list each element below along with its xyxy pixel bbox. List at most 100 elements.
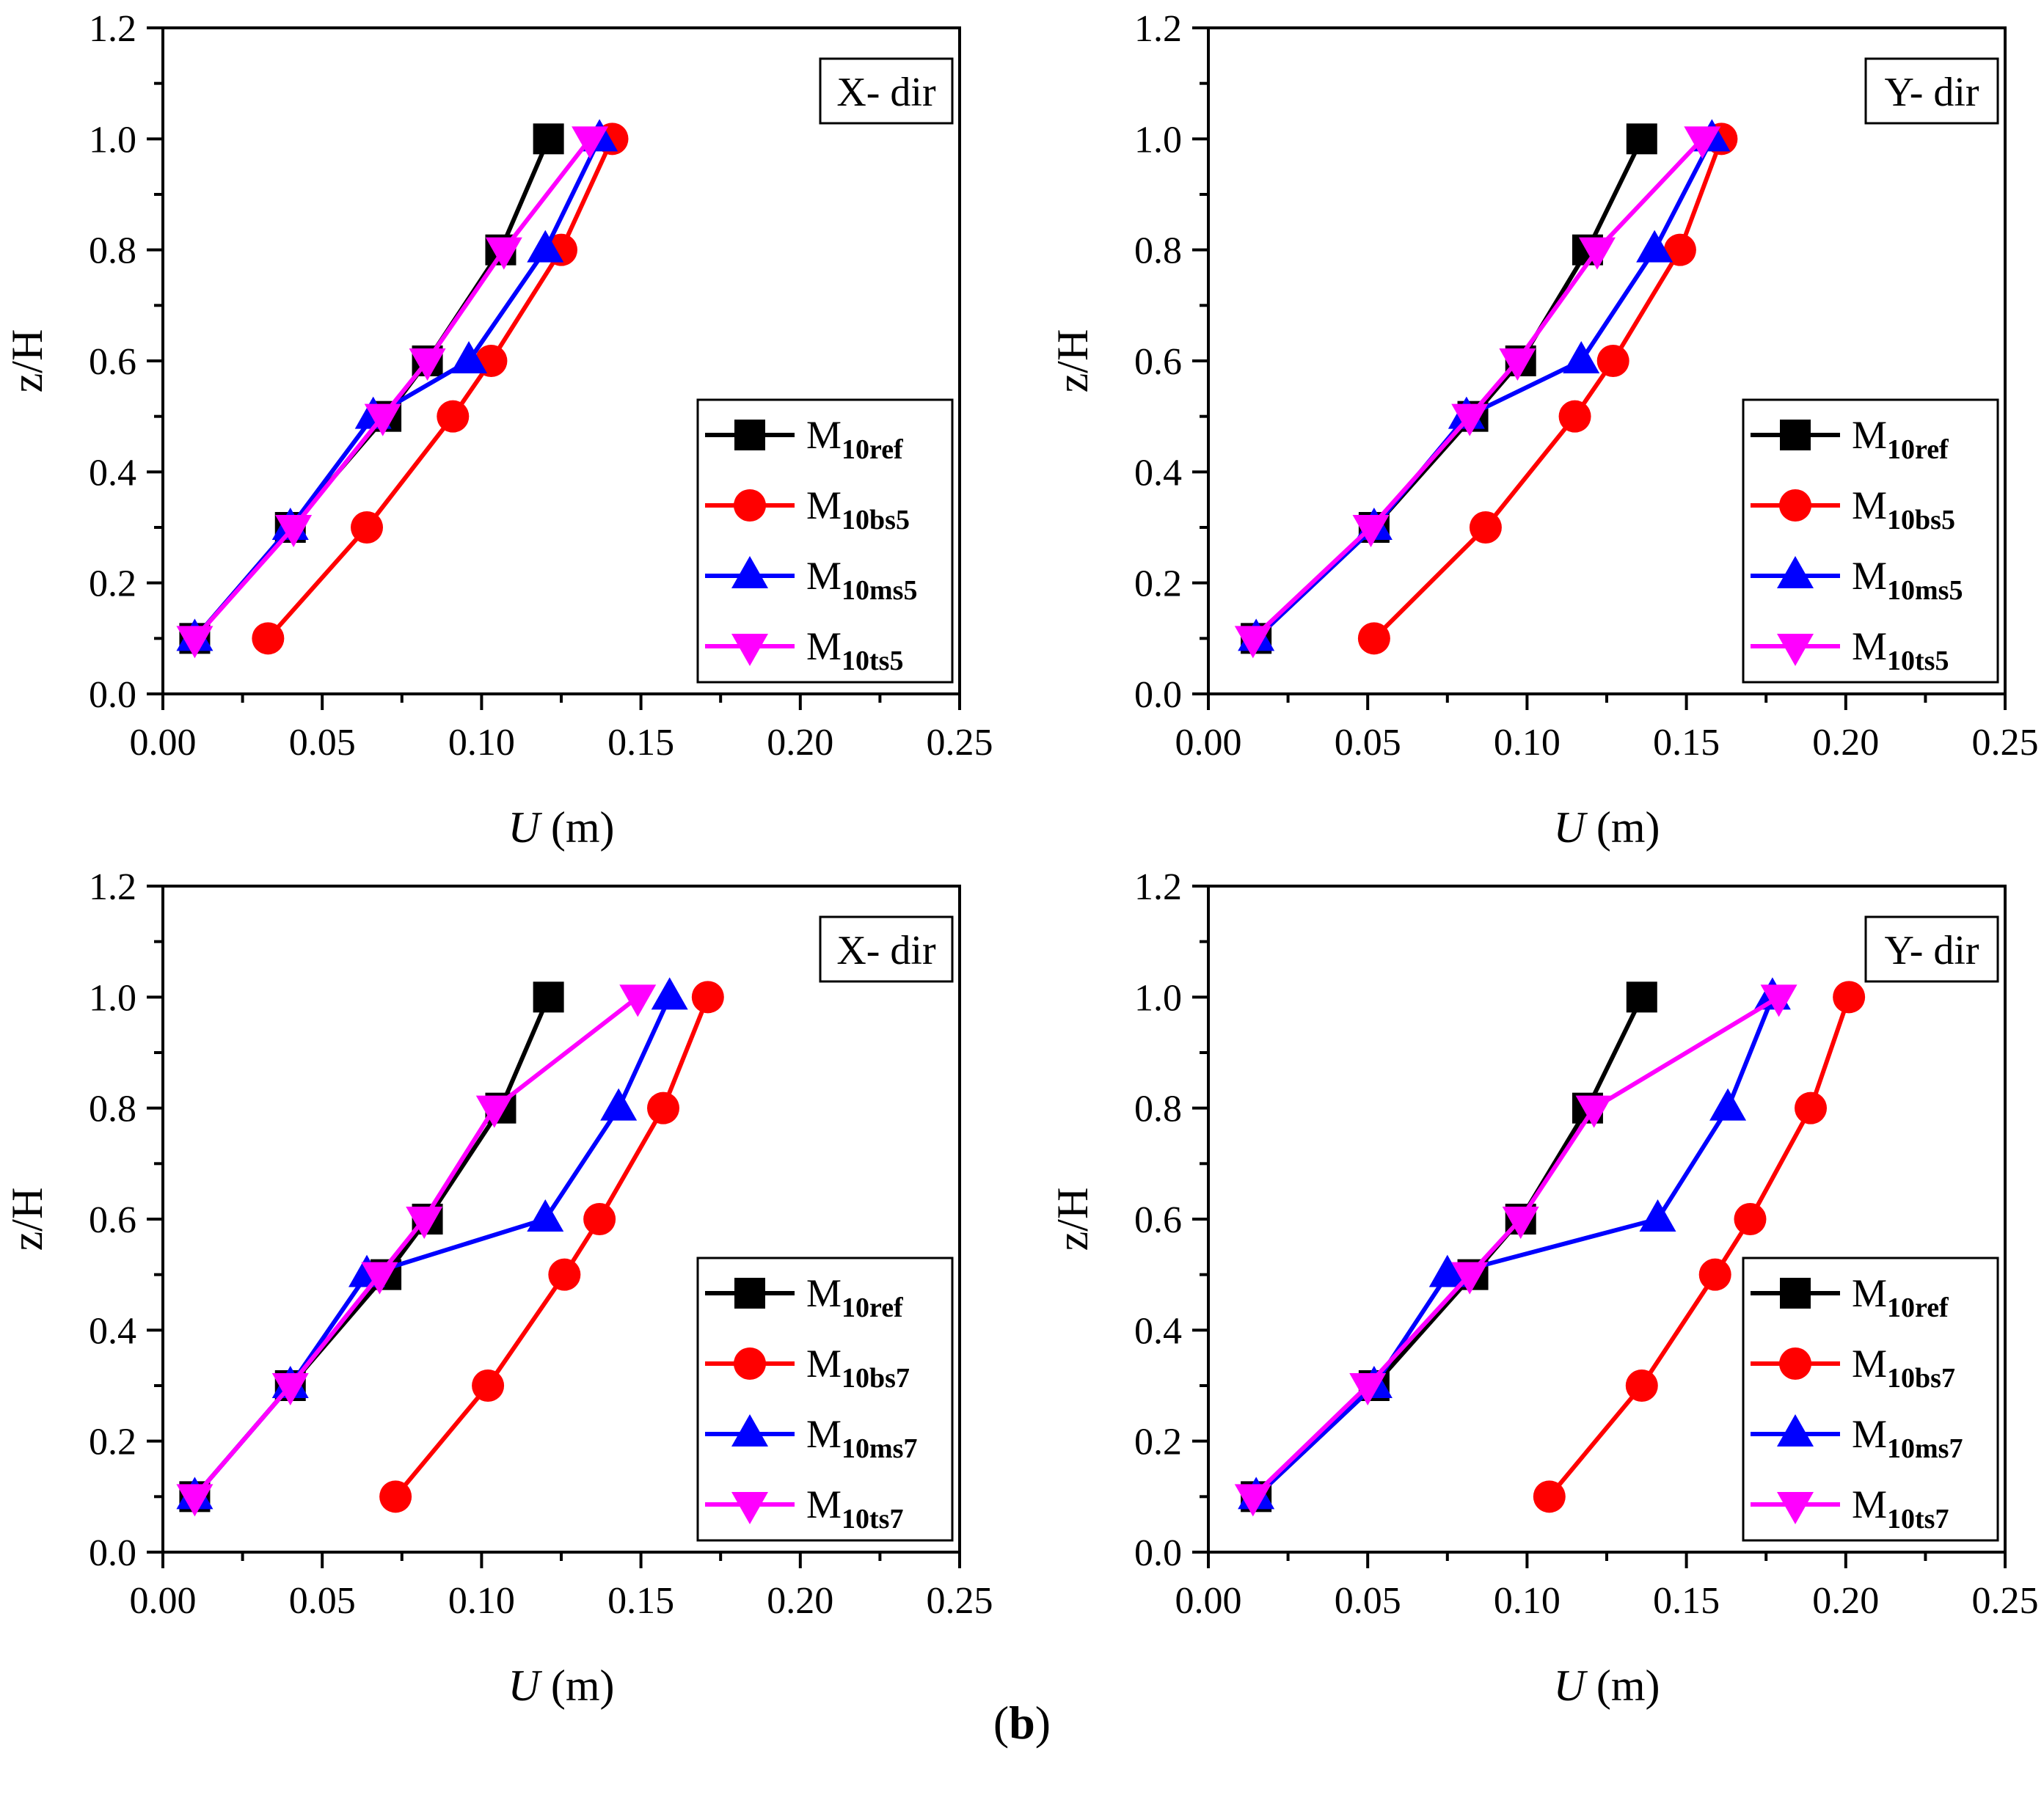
data-point-10ts7 (1451, 1262, 1489, 1295)
series-10bs7 (379, 981, 724, 1513)
data-point-10ms7 (1709, 1088, 1747, 1121)
series-line-10ref (193, 138, 551, 640)
series-line-10ref (193, 996, 551, 1499)
legend-label-base: M (806, 483, 842, 527)
data-point-10bs5 (1663, 233, 1696, 266)
legend-label-10ts5: M10ts5 (1852, 624, 1949, 676)
direction-label: Y- dir (1884, 928, 1979, 973)
series-10bs5 (252, 122, 629, 655)
data-point-10ts7 (1760, 984, 1797, 1017)
data-point-10ts7 (619, 984, 657, 1017)
legend-label-subscript: 10ms5 (1887, 575, 1963, 606)
data-point-10ms5 (527, 230, 564, 263)
legend-label-subscript: 10ts7 (1887, 1504, 1949, 1535)
data-point-10ts7 (1575, 1095, 1613, 1128)
direction-label: X- dir (836, 928, 936, 973)
data-point-10ts5 (572, 126, 609, 159)
legend-label-subscript: 10bs7 (842, 1363, 910, 1394)
x-tick-label: 0.20 (1812, 722, 1879, 764)
data-point-10ts7 (1502, 1207, 1539, 1239)
x-axis-variable: U (1554, 803, 1588, 852)
series-line-10ms5 (193, 137, 602, 640)
data-point-10ts7 (406, 1207, 443, 1239)
legend-label-10ts7: M10ts7 (806, 1482, 903, 1535)
legend-label-base: M (806, 1271, 842, 1315)
data-point-10ts7 (271, 1373, 309, 1405)
series-10ts5 (176, 126, 609, 659)
data-point-10bs5 (1558, 400, 1591, 433)
series-10ref (1241, 981, 1657, 1513)
x-tick-label: 0.25 (1972, 722, 2039, 764)
data-point-10ts5 (176, 626, 213, 659)
legend-marker-10bs7 (734, 1347, 766, 1380)
data-point-10ts5 (364, 403, 401, 436)
y-tick-label: 0.8 (89, 1089, 136, 1130)
data-point-10bs5 (351, 511, 384, 544)
data-point-10ts5 (1499, 348, 1536, 381)
data-point-10ms7 (1639, 1199, 1676, 1232)
x-tick-label: 0.00 (130, 722, 197, 764)
x-tick-label: 0.05 (1335, 722, 1401, 764)
data-point-10ts5 (409, 348, 446, 381)
legend-marker-10ms5 (731, 556, 768, 588)
series-10bs7 (1533, 981, 1866, 1513)
legend-label-10ref: M10ref (1852, 413, 1949, 465)
y-tick-label: 0.2 (89, 1422, 136, 1463)
y-tick-label: 0.0 (89, 1532, 136, 1574)
x-axis-variable: U (508, 1661, 543, 1710)
y-tick-label: 0.2 (1134, 563, 1182, 605)
y-tick-label: 0.0 (1134, 1532, 1182, 1574)
data-point-10ms7 (600, 1088, 638, 1121)
data-point-10bs5 (437, 400, 470, 433)
data-point-10ref (1626, 123, 1657, 155)
y-tick-label: 0.4 (1134, 1310, 1182, 1352)
y-tick-label: 0.0 (89, 674, 136, 716)
data-point-10ts5 (485, 237, 522, 270)
x-axis-unit: (m) (1585, 1661, 1660, 1710)
series-10ms5 (1238, 119, 1731, 651)
data-point-10ms5 (1563, 341, 1600, 373)
y-tick-label: 0.4 (1134, 452, 1182, 494)
legend-label-10ref: M10ref (806, 413, 904, 465)
data-point-10bs7 (379, 1480, 412, 1513)
x-axis-title: U (m) (508, 803, 615, 852)
legend-label-10ms7: M10ms7 (806, 1412, 917, 1464)
data-point-10bs7 (583, 1203, 616, 1235)
x-tick-label: 0.15 (607, 722, 674, 764)
data-point-10bs7 (1833, 981, 1866, 1014)
data-point-10bs7 (647, 1091, 680, 1124)
legend-label-base: M (1852, 413, 1887, 457)
series-line-10bs7 (393, 996, 710, 1499)
direction-label: X- dir (836, 70, 936, 115)
legend-marker-10ts7 (731, 1492, 768, 1524)
legend-label-subscript: 10ts5 (1887, 645, 1949, 676)
y-tick-label: 0.6 (89, 341, 136, 383)
legend-marker-10bs7 (1779, 1347, 1811, 1380)
legend-label-subscript: 10ref (1887, 434, 1949, 465)
legend-label-subscript: 10ms7 (1887, 1433, 1963, 1464)
x-tick-label: 0.20 (767, 722, 833, 764)
series-line-10ts7 (1251, 995, 1781, 1499)
y-tick-label: 0.2 (1134, 1422, 1182, 1463)
x-axis-unit: (m) (540, 803, 615, 852)
y-tick-label: 1.0 (1134, 119, 1182, 161)
direction-label-box (1864, 57, 1999, 125)
direction-label-box (1864, 915, 1999, 983)
data-point-10bs7 (1533, 1480, 1566, 1513)
legend-marker-10bs5 (734, 489, 766, 522)
legend-marker-10ts5 (731, 634, 768, 666)
series-line-10ts7 (193, 995, 640, 1499)
chart-panel-4: 0.0 0.2 0.4 0.6 0.8 1.0 1.2 0.00 0.05 0.10 0.15 0.2… (1048, 866, 2039, 1710)
x-tick-label: 0.10 (448, 722, 515, 764)
y-tick-label: 0.0 (1134, 674, 1182, 716)
x-tick-label: 0.25 (1972, 1580, 2039, 1622)
series-10ref (179, 123, 564, 654)
legend-label-10ts5: M10ts5 (806, 624, 903, 676)
caption-close-paren: ) (1034, 1697, 1051, 1749)
series-line-10bs7 (1547, 996, 1851, 1499)
x-tick-label: 0.05 (1335, 1580, 1401, 1622)
series-10ms5 (176, 119, 618, 651)
legend-marker-10ref (1780, 1278, 1811, 1309)
